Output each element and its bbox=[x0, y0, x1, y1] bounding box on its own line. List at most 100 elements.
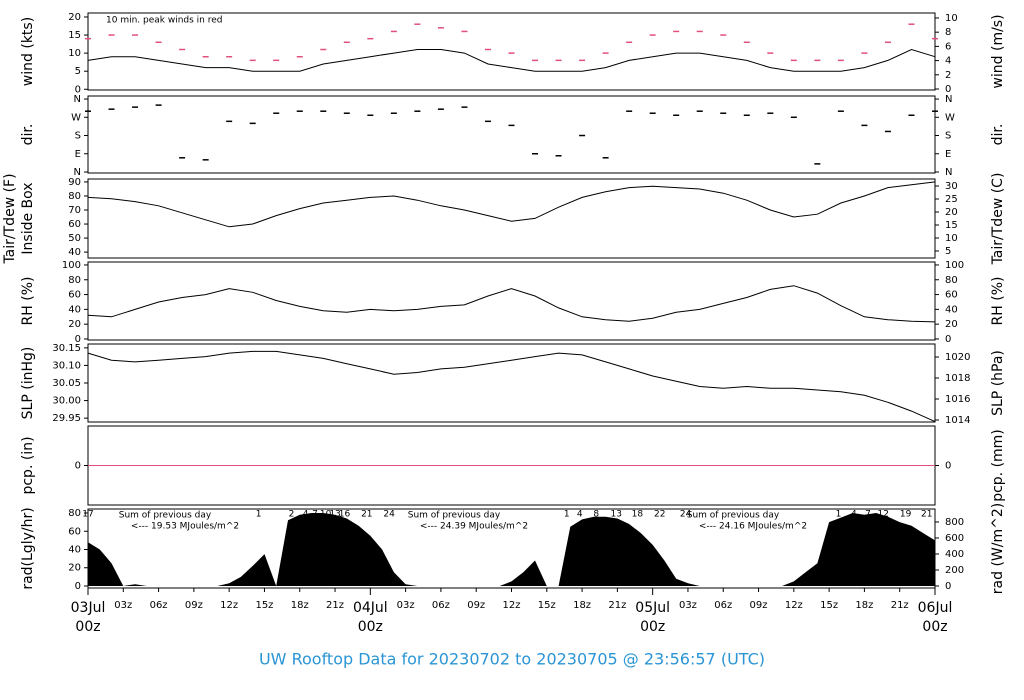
hour-mark: 16 bbox=[339, 510, 351, 520]
y2-axis-label: pcp. (mm) bbox=[990, 429, 1006, 502]
y-tick-label: 40 bbox=[68, 545, 81, 556]
panel-frame bbox=[87, 261, 936, 341]
data-line bbox=[87, 181, 936, 228]
y2-tick-label: 800 bbox=[945, 517, 964, 528]
annotation-text: <--- 24.39 MJoules/m^2 bbox=[420, 522, 528, 532]
y-tick-label: 30.15 bbox=[52, 343, 81, 354]
y2-tick-label: 5 bbox=[945, 246, 951, 257]
y2-tick-label: 80 bbox=[945, 275, 958, 286]
y-tick-label: S bbox=[75, 131, 81, 142]
panel-frame bbox=[87, 95, 936, 174]
y-tick-label: 100 bbox=[62, 260, 81, 271]
hour-mark: 8 bbox=[593, 510, 599, 520]
hour-mark: 22 bbox=[654, 510, 665, 520]
y-tick-label: 40 bbox=[68, 304, 81, 315]
y2-tick-label: 60 bbox=[945, 290, 958, 301]
hour-mark: 1 bbox=[256, 510, 262, 520]
y-axis-label: Tair/Tdew (F) bbox=[2, 173, 18, 264]
hour-mark: 13 bbox=[329, 510, 340, 520]
y2-tick-label: 1014 bbox=[945, 415, 970, 426]
annotation: 10 min. peak winds in red bbox=[106, 16, 223, 26]
hour-mark: 17 bbox=[82, 510, 93, 520]
y-tick-label: 30.05 bbox=[52, 378, 81, 389]
y2-tick-label: N bbox=[945, 167, 952, 178]
y-tick-label: N bbox=[74, 167, 81, 178]
x-tick-label: 09z bbox=[750, 600, 768, 611]
date-tick-label: 05Jul bbox=[635, 600, 670, 616]
date-tick-hour: 00z bbox=[75, 619, 100, 635]
y2-axis-label: dir. bbox=[990, 124, 1006, 146]
annotation-title: Sum of previous day bbox=[119, 511, 212, 521]
x-tick-label: 06z bbox=[714, 600, 732, 611]
y-tick-label: 40 bbox=[68, 247, 81, 258]
y-tick-label: 80 bbox=[68, 508, 81, 519]
y-tick-label: 30.00 bbox=[52, 396, 81, 407]
x-tick-label: 12z bbox=[503, 600, 521, 611]
y-tick-label: 0 bbox=[75, 581, 81, 592]
y-axis-label: SLP (inHg) bbox=[20, 347, 36, 420]
panel-frame bbox=[87, 178, 936, 259]
date-tick-hour: 00z bbox=[358, 619, 383, 635]
x-tick-label: 03z bbox=[679, 600, 697, 611]
x-tick-label: 06z bbox=[150, 600, 168, 611]
y2-tick-label: 10 bbox=[945, 13, 958, 24]
date-tick-hour: 00z bbox=[640, 619, 665, 635]
annotation-text: <--- 19.53 MJoules/m^2 bbox=[131, 522, 239, 532]
y-tick-label: 10 bbox=[68, 48, 81, 59]
y2-tick-label: 15 bbox=[945, 220, 958, 231]
y-tick-label: 60 bbox=[68, 290, 81, 301]
y-axis-label: rad(Lgly/hr) bbox=[20, 507, 36, 589]
y2-tick-label: 1016 bbox=[945, 394, 970, 405]
x-tick-label: 09z bbox=[185, 600, 203, 611]
x-tick-label: 03z bbox=[114, 600, 132, 611]
y2-axis-label: RH (%) bbox=[990, 277, 1006, 326]
y2-tick-label: 20 bbox=[945, 319, 958, 330]
y2-tick-label: E bbox=[945, 149, 951, 160]
y2-tick-label: 6 bbox=[945, 41, 951, 52]
hour-mark: 21 bbox=[361, 510, 372, 520]
hour-mark: 4 bbox=[851, 510, 857, 520]
y2-tick-label: 30 bbox=[945, 181, 958, 192]
y2-tick-label: 1018 bbox=[945, 373, 970, 384]
annotation-title: Sum of previous day bbox=[408, 511, 501, 521]
y2-tick-label: 2 bbox=[945, 70, 951, 81]
hour-mark: 18 bbox=[632, 510, 644, 520]
y2-axis-label: SLP (hPa) bbox=[990, 350, 1006, 416]
x-tick-label: 03z bbox=[397, 600, 415, 611]
x-tick-label: 21z bbox=[891, 600, 909, 611]
data-line bbox=[87, 350, 936, 423]
date-tick-label: 06Jul bbox=[918, 600, 953, 616]
y2-axis-label: wind (m/s) bbox=[990, 14, 1006, 88]
y-tick-label: 0 bbox=[75, 84, 81, 95]
y2-tick-label: 200 bbox=[945, 565, 964, 576]
x-tick-label: 09z bbox=[467, 600, 485, 611]
y2-tick-label: 25 bbox=[945, 194, 958, 205]
y-tick-label: W bbox=[71, 112, 81, 123]
y-tick-label: 5 bbox=[75, 66, 81, 77]
y-tick-label: 0 bbox=[75, 461, 81, 472]
date-tick-label: 03Jul bbox=[71, 600, 106, 616]
y-tick-label: 20 bbox=[68, 12, 81, 23]
y-tick-label: 15 bbox=[68, 30, 81, 41]
hour-mark: 1 bbox=[564, 510, 570, 520]
y2-axis-label: rad (W/m^2) bbox=[990, 503, 1006, 594]
hour-mark: 2 bbox=[289, 510, 295, 520]
x-tick-label: 12z bbox=[785, 600, 803, 611]
y2-tick-label: S bbox=[945, 131, 951, 142]
y-axis-label: wind (kts) bbox=[20, 17, 36, 86]
chart-title: UW Rooftop Data for 20230702 to 20230705… bbox=[259, 650, 765, 669]
y2-tick-label: 100 bbox=[945, 260, 964, 271]
hour-mark: 19 bbox=[900, 510, 912, 520]
data-area bbox=[88, 513, 935, 586]
y2-tick-label: 8 bbox=[945, 27, 951, 38]
y2-tick-label: 600 bbox=[945, 533, 964, 544]
hour-mark: 4 bbox=[303, 510, 309, 520]
hour-mark: 13 bbox=[610, 510, 621, 520]
x-tick-label: 21z bbox=[608, 600, 626, 611]
data-line bbox=[87, 285, 936, 323]
x-tick-label: 15z bbox=[820, 600, 838, 611]
y-tick-label: 30.10 bbox=[52, 360, 81, 371]
y-tick-label: 0 bbox=[75, 334, 81, 345]
y-axis-label: dir. bbox=[20, 124, 36, 146]
